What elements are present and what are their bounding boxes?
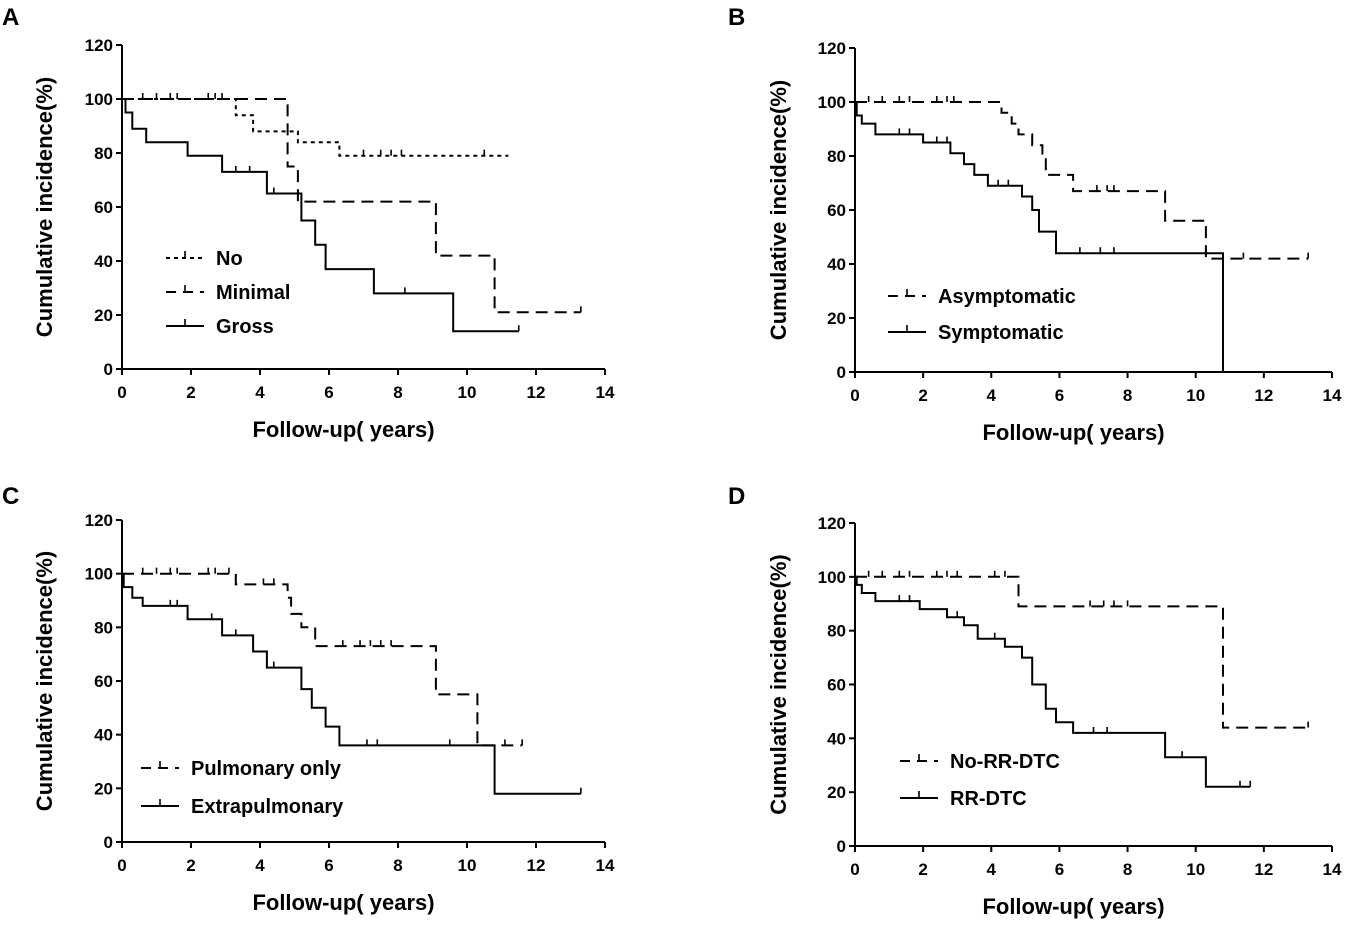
legend-label: RR-DTC	[950, 788, 1027, 810]
legend-label: Minimal	[216, 282, 290, 304]
chart-panel-a: A 0 20 40 60 80 100 120 0 2 4 6 8 10 12 14 Follow-up( y…	[0, 0, 675, 461]
legend-label: Asymptomatic	[938, 286, 1076, 308]
legend-label: Symptomatic	[938, 322, 1064, 344]
y-tick-label: 60	[827, 201, 846, 220]
x-tick-label: 0	[850, 386, 859, 405]
y-tick-label: 60	[94, 198, 113, 217]
chart-panel-d: D 0 20 40 60 80 100 120 0 2 4 6 8 10 12 14 Follow-up( y…	[676, 461, 1351, 922]
y-tick-label: 100	[85, 90, 113, 109]
chart-c-svg: 0 20 40 60 80 100 120 0 2 4 6 8 10 12 14 Follow-up( yea…	[32, 511, 615, 915]
series-line-pulmonary-only	[122, 572, 523, 747]
series-line-no	[122, 98, 509, 157]
y-axis-title: Cumulative incidence(%)	[766, 554, 791, 814]
y-tick-label: 80	[827, 622, 846, 641]
y-tick-label: 0	[837, 837, 846, 856]
y-tick-label: 120	[818, 39, 846, 58]
y-tick-label: 40	[827, 255, 846, 274]
x-tick-label: 14	[596, 856, 615, 875]
x-axis-title: Follow-up( years)	[982, 420, 1164, 445]
y-tick-label: 20	[94, 306, 113, 325]
y-tick-label: 80	[94, 144, 113, 163]
x-tick-label: 10	[1186, 386, 1205, 405]
x-tick-label: 6	[324, 383, 333, 402]
x-tick-label: 6	[1055, 860, 1064, 879]
y-tick-label: 60	[94, 672, 113, 691]
x-tick-label: 8	[393, 383, 402, 402]
x-tick-label: 4	[987, 860, 997, 879]
series-line-asymptomatic	[855, 101, 1309, 260]
x-tick-label: 14	[1323, 860, 1342, 879]
x-tick-label: 0	[117, 856, 126, 875]
y-tick-label: 20	[827, 783, 846, 802]
x-tick-label: 12	[1254, 386, 1273, 405]
legend-label: Gross	[216, 316, 274, 338]
panel-letter-c: C	[2, 483, 20, 510]
x-tick-label: 4	[987, 386, 997, 405]
y-tick-label: 120	[818, 514, 846, 533]
legend-label: Pulmonary only	[191, 758, 342, 780]
x-tick-label: 14	[596, 383, 615, 402]
y-tick-label: 100	[818, 93, 846, 112]
x-tick-label: 2	[918, 860, 927, 879]
x-axis-title: Follow-up( years)	[252, 890, 434, 915]
x-tick-label: 6	[324, 856, 333, 875]
chart-b-svg: 0 20 40 60 80 100 120 0 2 4 6 8 10 12 14 Follow-up( yea…	[766, 39, 1342, 445]
x-tick-label: 10	[1186, 860, 1205, 879]
chart-a-svg: 0 20 40 60 80 100 120 0 2 4 6 8 10 12 14 Follow-up( yea…	[32, 36, 615, 442]
x-axis-title: Follow-up( years)	[982, 894, 1164, 919]
y-tick-label: 100	[818, 568, 846, 587]
panel-letter-d: D	[728, 483, 746, 510]
x-tick-label: 6	[1055, 386, 1064, 405]
panel-letter-a: A	[2, 4, 20, 31]
x-tick-label: 12	[527, 856, 546, 875]
series-line-gross	[122, 98, 519, 333]
y-tick-label: 0	[104, 833, 113, 852]
legend-label: Extrapulmonary	[191, 796, 344, 818]
x-tick-label: 10	[458, 856, 477, 875]
x-tick-label: 4	[255, 856, 265, 875]
x-tick-label: 0	[850, 860, 859, 879]
y-tick-label: 80	[827, 147, 846, 166]
y-tick-label: 40	[827, 729, 846, 748]
y-tick-label: 0	[104, 360, 113, 379]
series-line-rr-dtc	[855, 575, 1251, 788]
series-line-extrapulmonary	[122, 572, 581, 795]
legend-label: No	[216, 248, 243, 270]
y-tick-label: 20	[94, 779, 113, 798]
y-tick-label: 120	[85, 511, 113, 530]
y-tick-label: 60	[827, 676, 846, 695]
y-axis-title: Cumulative incidence(%)	[32, 77, 57, 337]
x-tick-label: 12	[527, 383, 546, 402]
panel-letter-b: B	[728, 4, 746, 31]
x-tick-label: 8	[1123, 860, 1132, 879]
series-line-symptomatic	[855, 101, 1224, 372]
y-tick-label: 20	[827, 309, 846, 328]
x-tick-label: 14	[1323, 386, 1342, 405]
legend-label: No-RR-DTC	[950, 751, 1060, 773]
y-tick-label: 100	[85, 565, 113, 584]
series-line-no-rr-dtc	[855, 575, 1309, 729]
x-tick-label: 8	[393, 856, 402, 875]
x-axis-title: Follow-up( years)	[252, 417, 434, 442]
x-tick-label: 12	[1254, 860, 1273, 879]
x-tick-label: 4	[255, 383, 265, 402]
chart-panel-b: B 0 20 40 60 80 100 120 0 2 4 6 8 10 12 14 Follow-up( y…	[676, 0, 1351, 461]
y-tick-label: 80	[94, 618, 113, 637]
chart-panel-c: C 0 20 40 60 80 100 120 0 2 4 6 8 10 12 14 Follow-up( y…	[0, 461, 675, 922]
series-line-minimal	[122, 98, 581, 314]
chart-d-svg: 0 20 40 60 80 100 120 0 2 4 6 8 10 12 14 Follow-up( yea…	[766, 514, 1342, 919]
x-tick-label: 10	[458, 383, 477, 402]
y-axis-title: Cumulative incidence(%)	[32, 551, 57, 811]
y-tick-label: 120	[85, 36, 113, 55]
y-axis-title: Cumulative incidence(%)	[766, 80, 791, 340]
y-tick-label: 0	[837, 363, 846, 382]
y-tick-label: 40	[94, 726, 113, 745]
x-tick-label: 2	[918, 386, 927, 405]
x-tick-label: 2	[186, 856, 195, 875]
x-tick-label: 8	[1123, 386, 1132, 405]
y-tick-label: 40	[94, 252, 113, 271]
x-tick-label: 2	[186, 383, 195, 402]
x-tick-label: 0	[117, 383, 126, 402]
